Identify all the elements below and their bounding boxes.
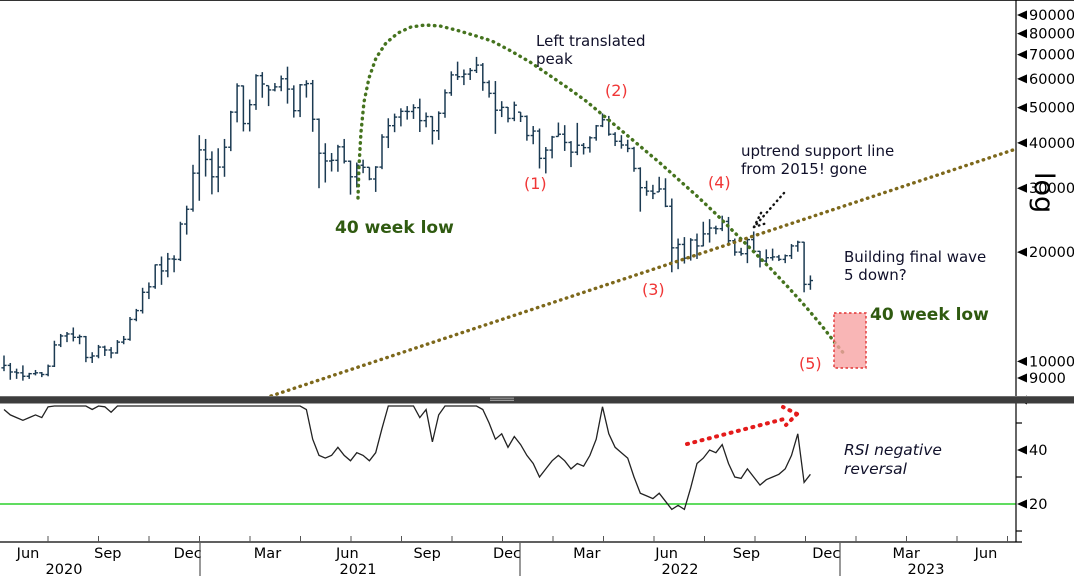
svg-text:2022: 2022 <box>662 562 699 577</box>
wave5-target-box <box>833 312 867 369</box>
wave-label-5: (5) <box>799 354 822 373</box>
svg-text:Jun: Jun <box>974 546 998 562</box>
annotation-left-translated-peak: Left translated peak <box>536 32 646 68</box>
svg-text:Mar: Mar <box>892 546 919 562</box>
annotation-uptrend-support: uptrend support line from 2015! gone <box>741 142 895 178</box>
svg-text:20000: 20000 <box>1029 245 1074 261</box>
svg-text:Sep: Sep <box>733 546 760 562</box>
pane-separator <box>0 396 1074 404</box>
pane-splitter-handle[interactable] <box>470 395 550 405</box>
wave-label-1: (1) <box>524 174 547 193</box>
rsi-red-arrow <box>685 405 799 446</box>
svg-text:2020: 2020 <box>46 562 83 577</box>
svg-text:20: 20 <box>1029 497 1047 513</box>
svg-text:2023: 2023 <box>908 562 945 577</box>
svg-text:Jun: Jun <box>654 546 678 562</box>
svg-text:50000: 50000 <box>1029 101 1074 117</box>
rsi-axis-labels: 40 20 <box>1016 422 1047 532</box>
svg-text:60000: 60000 <box>1029 72 1074 88</box>
wave-label-2: (2) <box>605 81 628 100</box>
annotation-rsi-negative-reversal: RSI negative reversal <box>844 441 942 478</box>
svg-text:Sep: Sep <box>94 546 121 562</box>
svg-text:40000: 40000 <box>1029 136 1074 152</box>
wave-label-3: (3) <box>642 280 665 299</box>
svg-text:Jun: Jun <box>335 546 359 562</box>
black-dotted-arrow <box>752 191 786 229</box>
svg-text:70000: 70000 <box>1029 48 1074 64</box>
svg-text:Jun: Jun <box>16 546 40 562</box>
svg-text:9000: 9000 <box>1029 371 1066 387</box>
svg-text:40: 40 <box>1029 443 1047 459</box>
log-scale-label: log <box>1028 172 1059 213</box>
axes <box>0 0 1022 543</box>
annotation-40-week-low-1: 40 week low <box>335 218 454 238</box>
svg-text:Dec: Dec <box>493 546 521 562</box>
svg-text:30000: 30000 <box>1029 181 1074 197</box>
svg-text:80000: 80000 <box>1029 27 1074 43</box>
svg-text:10000: 10000 <box>1029 354 1074 370</box>
rsi-line <box>3 405 811 511</box>
cycle-curve-dotted <box>356 23 847 357</box>
svg-text:Mar: Mar <box>254 546 281 562</box>
wave-label-4: (4) <box>708 173 731 192</box>
annotation-building-final-wave: Building final wave 5 down? <box>844 248 987 284</box>
uptrend-support-line <box>269 147 1018 398</box>
svg-text:2021: 2021 <box>340 562 377 577</box>
price-axis-labels: 90000 80000 70000 60000 50000 40000 30000 20000… <box>1017 8 1074 387</box>
svg-text:Dec: Dec <box>174 546 202 562</box>
svg-text:90000: 90000 <box>1029 8 1074 24</box>
svg-text:Mar: Mar <box>573 546 600 562</box>
svg-text:Sep: Sep <box>413 546 440 562</box>
time-axis-labels: Jun Sep Dec Mar Jun Sep Dec Mar Jun Sep Dec Mar Jun2… <box>16 536 1008 577</box>
svg-text:Dec: Dec <box>812 546 840 562</box>
annotation-40-week-low-2: 40 week low <box>870 305 989 325</box>
price-bars <box>1 56 813 381</box>
svg-text:log: log <box>1028 172 1059 213</box>
